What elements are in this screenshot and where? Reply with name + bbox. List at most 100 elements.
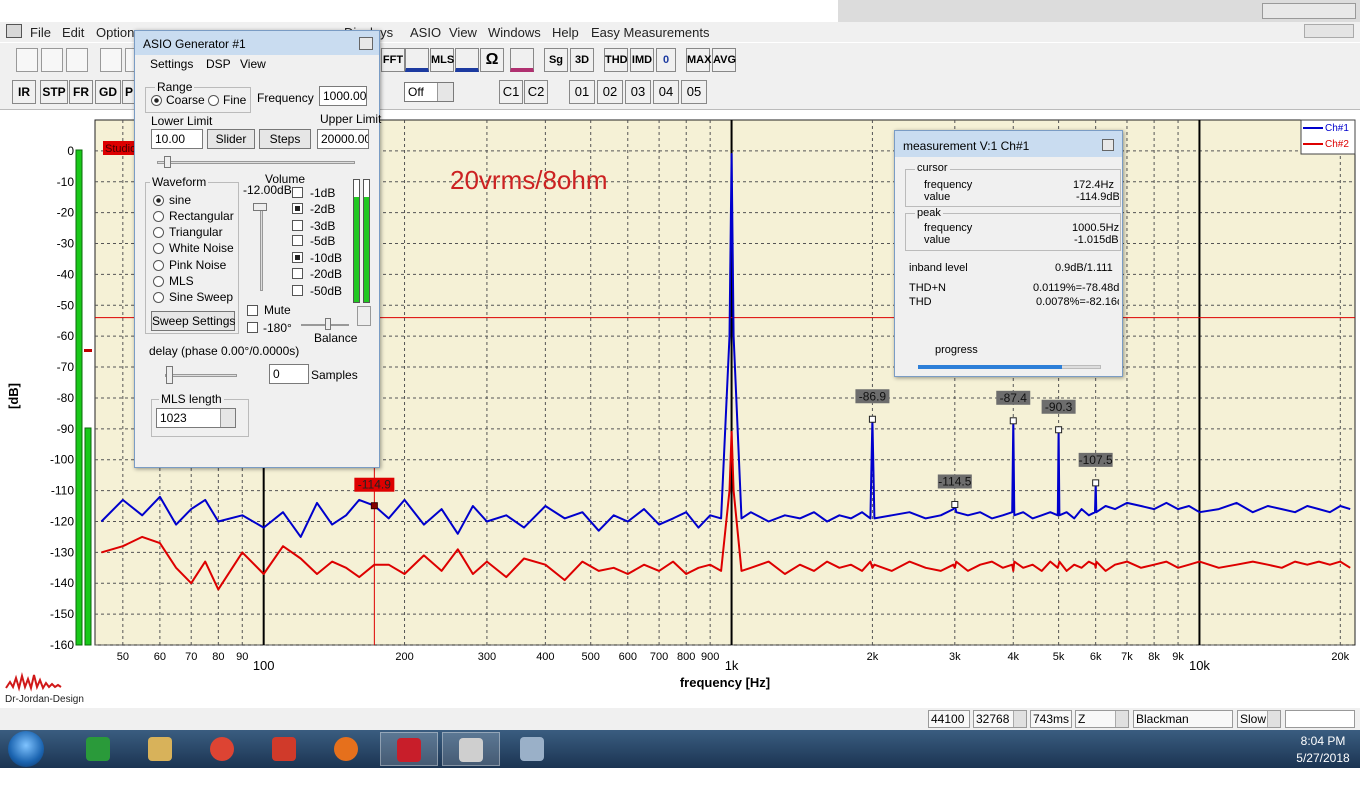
checkbox[interactable] xyxy=(292,285,303,296)
taskbar-app[interactable] xyxy=(504,732,562,766)
button[interactable]: Slider xyxy=(207,129,255,149)
toolbar-button[interactable]: THD xyxy=(604,48,628,72)
checkbox[interactable] xyxy=(292,187,303,198)
window-controls[interactable] xyxy=(1262,3,1356,19)
toolbar-icon[interactable] xyxy=(510,48,534,72)
slider-thumb[interactable] xyxy=(253,203,267,211)
toolbar-button[interactable]: FFT xyxy=(381,48,405,72)
radio[interactable] xyxy=(151,95,162,106)
scroll-button[interactable] xyxy=(357,306,371,326)
checkbox[interactable] xyxy=(292,203,303,214)
dropdown-arrow[interactable] xyxy=(437,83,453,101)
toolbar-button[interactable]: MAX xyxy=(686,48,711,72)
progress-label: progress xyxy=(935,344,978,356)
preset-button[interactable]: 04 xyxy=(653,80,679,104)
start-button[interactable] xyxy=(8,731,44,767)
button[interactable]: Sweep Settings xyxy=(151,311,235,331)
toolbar-icon[interactable] xyxy=(455,48,479,72)
menu-item[interactable]: Windows xyxy=(488,25,541,40)
toolbar-button[interactable]: Ω xyxy=(480,48,504,72)
taskbar-app[interactable] xyxy=(194,732,252,766)
dropdown-arrow[interactable] xyxy=(220,409,235,427)
close-button[interactable] xyxy=(1102,139,1114,151)
slider-thumb[interactable] xyxy=(166,366,173,384)
toolbar-button[interactable]: MLS xyxy=(430,48,454,72)
menu-item[interactable]: Edit xyxy=(62,25,85,40)
button[interactable]: Steps xyxy=(259,129,311,149)
text-input[interactable]: 0 xyxy=(269,364,309,384)
radio[interactable] xyxy=(153,211,164,222)
peak-label-box xyxy=(996,390,1031,405)
taskbar-app[interactable] xyxy=(380,732,438,766)
slider-thumb[interactable] xyxy=(164,156,171,168)
taskbar-app[interactable] xyxy=(318,732,376,766)
tool-icon[interactable] xyxy=(100,48,122,72)
menu-item[interactable]: File xyxy=(30,25,51,40)
slider-thumb[interactable] xyxy=(325,318,331,330)
checkbox[interactable] xyxy=(292,268,303,279)
tool-icon[interactable] xyxy=(66,48,88,72)
menu-item[interactable]: Help xyxy=(552,25,579,40)
radio[interactable] xyxy=(153,276,164,287)
checkbox[interactable] xyxy=(292,235,303,246)
taskbar-app[interactable] xyxy=(70,732,128,766)
radio[interactable] xyxy=(153,243,164,254)
radio[interactable] xyxy=(208,95,219,106)
radio[interactable] xyxy=(153,195,164,206)
taskbar-app[interactable] xyxy=(132,732,190,766)
radio[interactable] xyxy=(153,227,164,238)
dropdown[interactable]: 1023 xyxy=(156,408,236,428)
tool-icon[interactable] xyxy=(41,48,63,72)
dropdown-arrow[interactable] xyxy=(1115,711,1128,727)
text-input[interactable]: 20000.00 xyxy=(317,129,369,149)
toolbar-button[interactable]: Sg xyxy=(544,48,568,72)
toolbar-button[interactable]: 0 xyxy=(656,48,676,72)
close-button[interactable] xyxy=(359,37,373,50)
status-field[interactable] xyxy=(1285,710,1355,728)
checkbox-label: -20dB xyxy=(310,267,343,281)
dropdown-arrow[interactable] xyxy=(1013,711,1026,727)
mdi-controls[interactable] xyxy=(1304,24,1354,38)
radio[interactable] xyxy=(153,292,164,303)
checkbox-label: -10dB xyxy=(310,251,343,265)
checkbox[interactable] xyxy=(292,252,303,263)
window-menu-item[interactable]: DSP xyxy=(206,57,231,71)
text-input[interactable]: 1000.00 xyxy=(319,86,367,106)
readout-value: 0.9dB/1.111 xyxy=(1055,262,1113,274)
text-input[interactable]: 10.00 xyxy=(151,129,203,149)
window-menu-item[interactable]: View xyxy=(240,57,266,71)
toolbar-button[interactable]: 3D xyxy=(570,48,594,72)
toolbar-button[interactable]: IMD xyxy=(630,48,654,72)
cursor-label: -114.9 xyxy=(358,478,391,492)
toolbar-button[interactable]: IR xyxy=(12,80,36,104)
preset-button[interactable]: 05 xyxy=(681,80,707,104)
tray-icons[interactable] xyxy=(1180,742,1270,756)
channel-button[interactable]: C1 xyxy=(499,80,523,104)
menu-item[interactable]: Options xyxy=(96,25,141,40)
field-label: delay (phase 0.00°/0.0000s) xyxy=(149,344,300,358)
toolbar-icon[interactable] xyxy=(405,48,429,72)
tool-icon[interactable] xyxy=(16,48,38,72)
toolbar-button[interactable]: AVG xyxy=(712,48,736,72)
menu-item[interactable]: Easy Measurements xyxy=(591,25,710,40)
taskbar-app[interactable] xyxy=(256,732,314,766)
preset-button[interactable]: 01 xyxy=(569,80,595,104)
window-menu-item[interactable]: Settings xyxy=(150,57,194,71)
toolbar-button[interactable]: GD xyxy=(95,80,121,104)
checkbox[interactable] xyxy=(247,322,258,333)
radio-label: Coarse xyxy=(166,93,205,107)
y-tick-label: -130 xyxy=(50,545,74,559)
menu-item[interactable]: View xyxy=(449,25,477,40)
toolbar-button[interactable]: STP xyxy=(40,80,68,104)
checkbox[interactable] xyxy=(247,305,258,316)
preset-button[interactable]: 02 xyxy=(597,80,623,104)
menu-item[interactable]: ASIO xyxy=(410,25,442,40)
channel-button[interactable]: C2 xyxy=(524,80,548,104)
toolbar-button[interactable]: FR xyxy=(69,80,93,104)
x-tick-label: 3k xyxy=(949,651,961,663)
radio[interactable] xyxy=(153,260,164,271)
preset-button[interactable]: 03 xyxy=(625,80,651,104)
dropdown-arrow[interactable] xyxy=(1267,711,1280,727)
checkbox[interactable] xyxy=(292,220,303,231)
taskbar-app[interactable] xyxy=(442,732,500,766)
